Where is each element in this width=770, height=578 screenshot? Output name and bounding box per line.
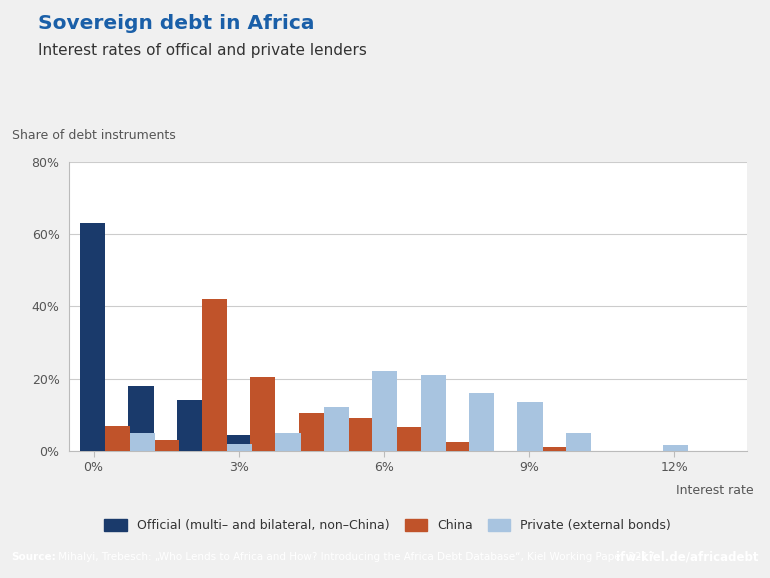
Bar [202,299,227,451]
Bar [566,433,591,451]
Bar [105,425,130,451]
Bar [227,444,253,451]
Text: Sovereign debt in Africa: Sovereign debt in Africa [38,14,315,34]
Bar [299,413,324,451]
Bar [541,447,566,451]
Bar [276,433,300,451]
Bar [444,442,469,451]
Text: Source:: Source: [12,552,56,562]
Bar [396,427,420,451]
Bar [225,435,250,451]
Bar [324,407,349,451]
Text: Interest rate: Interest rate [676,484,754,497]
Bar [322,448,347,451]
Text: Mihalyi, Trebesch: „Who Lends to Africa and How? Introducing the Africa Debt Dat: Mihalyi, Trebesch: „Who Lends to Africa … [55,552,655,562]
Bar [273,446,299,451]
Bar [469,393,494,451]
Bar [129,386,153,451]
Bar [80,223,105,451]
Bar [153,440,179,451]
Bar [372,372,397,451]
Bar [177,400,202,451]
Bar [250,377,276,451]
Text: Share of debt instruments: Share of debt instruments [12,129,176,142]
Bar [663,446,688,451]
Text: Interest rates of offical and private lenders: Interest rates of offical and private le… [38,43,367,58]
Bar [517,402,543,451]
Bar [130,433,156,451]
Text: ifw-kiel.de/africadebt: ifw-kiel.de/africadebt [616,551,758,564]
Legend: Official (multi– and bilateral, non–China), China, Private (external bonds): Official (multi– and bilateral, non–Chin… [99,514,676,537]
Bar [420,375,446,451]
Bar [347,418,372,451]
